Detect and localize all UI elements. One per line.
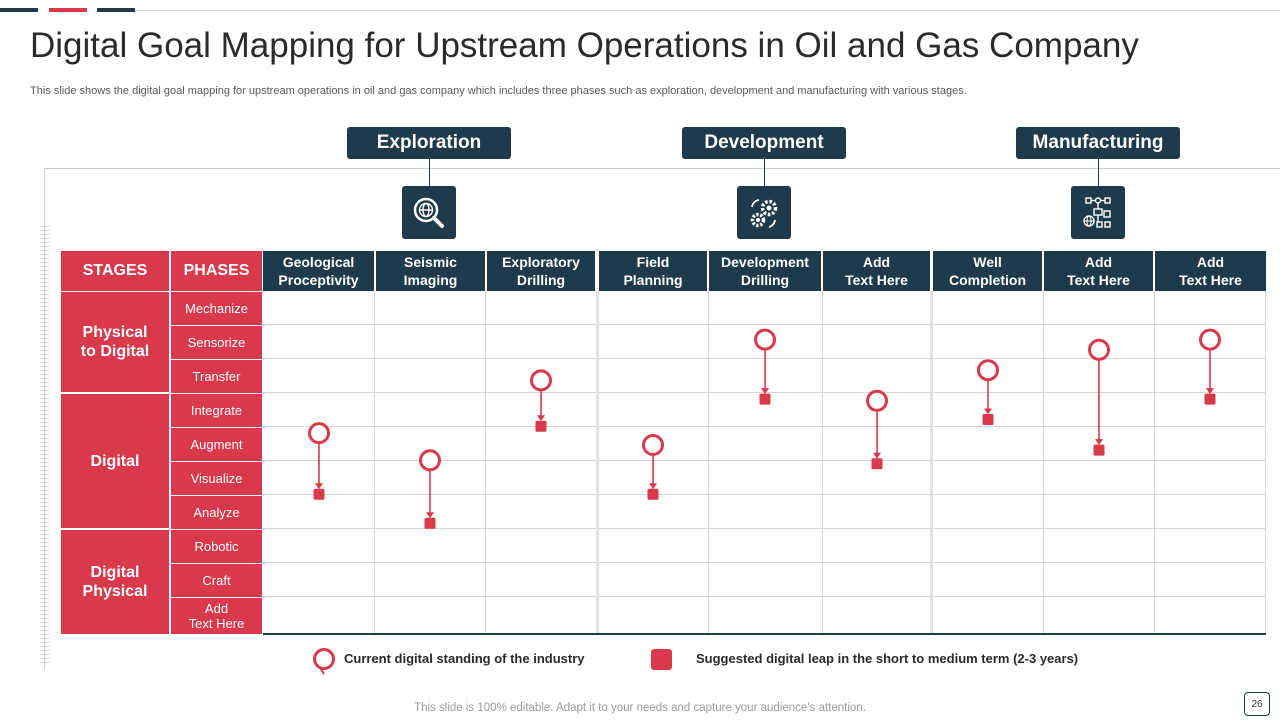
stage-digital: Digital — [61, 394, 169, 528]
location-pin-icon — [313, 648, 335, 675]
phase-row-label: Visualize — [171, 462, 262, 495]
suggested-leap-marker — [759, 393, 771, 405]
suggested-leap-marker — [1204, 393, 1216, 405]
current-standing-pin — [642, 434, 664, 456]
grid-phase-separator — [930, 291, 933, 633]
column-header: Field Planning — [599, 251, 707, 291]
phase-label-manufacturing: Manufacturing — [1016, 127, 1180, 159]
column-header: Seismic Imaging — [376, 251, 485, 291]
suggested-leap-marker — [424, 517, 436, 529]
legend-current: Current digital standing of the industry — [344, 651, 585, 666]
suggested-leap-marker — [535, 420, 547, 432]
phase-label-development: Development — [682, 127, 846, 159]
arrow-head — [984, 408, 992, 415]
left-decoration — [40, 226, 49, 666]
column-header: Geological Proceptivity — [263, 251, 374, 291]
phase-label-exploration: Exploration — [347, 127, 511, 159]
phase-row-label: Craft — [171, 564, 262, 597]
stage-physical-to-digital: Physical to Digital — [61, 292, 169, 392]
grid-col-line — [485, 291, 486, 633]
current-standing-pin — [530, 369, 552, 392]
phases-header: PHASES — [171, 251, 262, 291]
column-header: Well Completion — [933, 251, 1042, 291]
grid-row-line — [263, 528, 1266, 529]
suggested-leap-marker — [313, 488, 325, 500]
arrow-head — [537, 415, 545, 422]
top-accent-bar-1 — [0, 8, 38, 12]
page-title: Digital Goal Mapping for Upstream Operat… — [30, 26, 1139, 65]
suggested-leap-marker — [1093, 444, 1105, 456]
current-standing-pin — [866, 389, 888, 412]
grid-row-line — [263, 324, 1266, 325]
phase-row-label: Integrate — [171, 394, 262, 427]
arrow-head — [1206, 388, 1214, 395]
top-accent-bar-3 — [97, 8, 135, 12]
column-header: Development Drilling — [709, 251, 821, 291]
square-marker-icon — [651, 649, 672, 670]
grid-row-line — [263, 596, 1266, 597]
grid-phase-separator — [596, 291, 599, 633]
page-number: 26 — [1244, 692, 1270, 716]
phase-row-label: Mechanize — [171, 292, 262, 325]
connector-manufacturing — [1098, 159, 1099, 186]
connector-development — [764, 159, 765, 186]
stages-header: STAGES — [61, 251, 169, 291]
current-standing-pin — [754, 328, 776, 351]
phase-row-label: Analyze — [171, 496, 262, 529]
grid-col-line — [1043, 291, 1044, 633]
arrow-head — [649, 483, 657, 490]
phase-row-label: Add Text Here — [171, 598, 262, 634]
footer-note: This slide is 100% editable. Adapt it to… — [414, 702, 866, 714]
grid-row-line — [263, 494, 1266, 495]
current-standing-pin — [308, 422, 330, 445]
column-header: Add Text Here — [1044, 251, 1153, 291]
current-standing-pin — [419, 449, 441, 472]
grid-col-line — [1265, 291, 1266, 633]
grid-col-line — [708, 291, 709, 633]
suggested-leap-marker — [871, 458, 883, 470]
top-divider — [135, 10, 1280, 11]
phase-row-label: Augment — [171, 428, 262, 461]
gears-icon — [737, 186, 791, 239]
grid-col-line — [374, 291, 375, 633]
top-accent-bar-2 — [49, 8, 87, 12]
arrow-head — [1095, 439, 1103, 446]
grid-row-line — [263, 460, 1266, 461]
arrow-head — [761, 388, 769, 395]
stage-digital-physical: Digital Physical — [61, 530, 169, 634]
grid-row-line — [263, 426, 1266, 427]
arrow-head — [426, 512, 434, 519]
current-standing-pin — [1199, 328, 1221, 351]
grid-col-line — [1154, 291, 1155, 633]
phase-row-label: Robotic — [171, 530, 262, 563]
magnifier-globe-icon — [402, 186, 456, 239]
suggested-leap-marker — [647, 488, 659, 500]
grid-col-line — [822, 291, 823, 633]
arrow-head — [873, 452, 881, 459]
suggested-leap-marker — [982, 414, 994, 425]
current-standing-pin — [1088, 338, 1110, 361]
grid-row-line — [263, 562, 1266, 563]
connector-exploration — [429, 159, 430, 186]
phase-row-label: Transfer — [171, 360, 262, 393]
arrow-head — [315, 483, 323, 490]
legend-suggested: Suggested digital leap in the short to m… — [696, 651, 1079, 666]
phase-row-label: Sensorize — [171, 326, 262, 359]
page-subtitle: This slide shows the digital goal mappin… — [30, 85, 967, 97]
column-header: Exploratory Drilling — [487, 251, 595, 291]
column-header: Add Text Here — [1155, 251, 1266, 291]
flowchart-network-icon — [1071, 186, 1125, 239]
current-standing-pin — [977, 359, 999, 382]
column-header: Add Text Here — [823, 251, 930, 291]
